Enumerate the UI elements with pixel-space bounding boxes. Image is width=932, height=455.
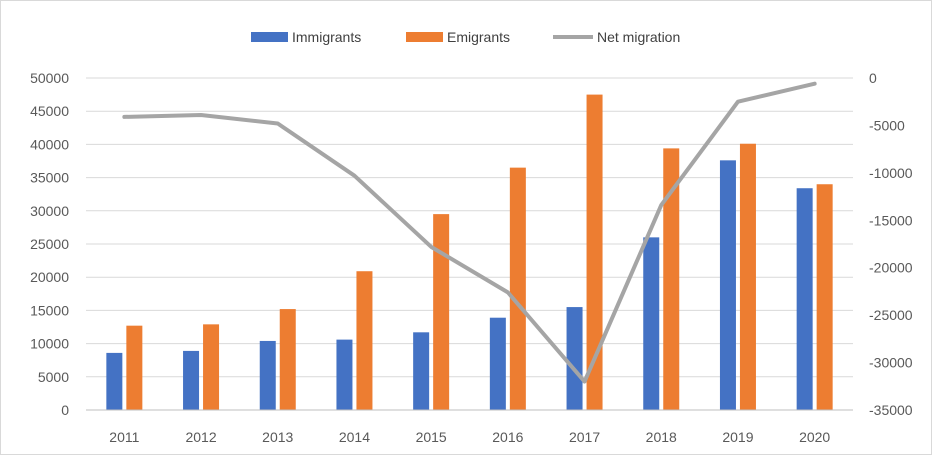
y-left-tick-label: 5000 [38, 369, 69, 385]
line-point [430, 246, 432, 248]
legend-label: Net migration [597, 29, 680, 45]
bar-immigrants [259, 340, 276, 410]
bar-immigrants [796, 188, 813, 410]
gridlines [86, 77, 853, 411]
line-point [200, 114, 202, 116]
y-left-tick-label: 20000 [30, 269, 69, 285]
x-tick-label: 2016 [492, 429, 523, 445]
y-right-tick-label: -35000 [869, 402, 913, 418]
y-right-tick-label: -25000 [869, 307, 913, 323]
y-left-tick-label: 25000 [30, 236, 69, 252]
x-tick-label: 2012 [185, 429, 216, 445]
y-right-tick-label: -20000 [869, 260, 913, 276]
y-left-tick-label: 35000 [30, 170, 69, 186]
x-tick-label: 2020 [799, 429, 830, 445]
x-tick-label: 2015 [416, 429, 447, 445]
y-left-tick-label: 0 [61, 402, 69, 418]
y-left-tick-label: 10000 [30, 336, 69, 352]
y-right-tick-label: -5000 [869, 117, 905, 133]
x-tick-label: 2017 [569, 429, 600, 445]
line-point [277, 123, 279, 125]
bar-immigrants [336, 339, 353, 410]
bar-emigrants [816, 184, 833, 410]
y-right-tick-label: 0 [869, 70, 877, 86]
line-point [507, 291, 509, 293]
bar-immigrants [643, 237, 660, 410]
legend-label: Immigrants [292, 29, 361, 45]
net-migration-line-group [122, 81, 817, 384]
line-point [123, 116, 125, 118]
legend: Immigrants Emigrants Net migration [251, 29, 680, 45]
line-point [660, 204, 662, 206]
bar-immigrants [489, 317, 506, 410]
legend-key-immigrants [251, 32, 288, 42]
line-point [814, 83, 816, 85]
x-tick-label: 2011 [109, 429, 139, 445]
y-left-tick-label: 30000 [30, 203, 69, 219]
legend-label: Emigrants [447, 29, 510, 45]
bars [106, 94, 833, 410]
x-tick-label: 2019 [722, 429, 753, 445]
bar-emigrants [279, 309, 296, 410]
bar-emigrants [433, 214, 450, 410]
y-left-tick-label: 50000 [30, 70, 69, 86]
bar-emigrants [663, 148, 680, 410]
y-left-tick-label: 15000 [30, 302, 69, 318]
y-right-tick-label: -10000 [869, 165, 913, 181]
y-right-tick-label: -30000 [869, 355, 913, 371]
line-net-migration [122, 81, 817, 384]
bar-emigrants [739, 143, 756, 410]
bar-emigrants [203, 324, 220, 410]
bar-immigrants [413, 332, 430, 410]
line-point [584, 381, 586, 383]
y-left-tick-label: 45000 [30, 103, 69, 119]
y-left-tick-label: 40000 [30, 136, 69, 152]
bar-emigrants [356, 271, 373, 410]
y-right-tick-label: -15000 [869, 212, 913, 228]
line-point [737, 101, 739, 103]
line-point [353, 175, 355, 177]
bar-immigrants [719, 160, 736, 410]
bar-emigrants [509, 167, 526, 410]
bar-emigrants [586, 94, 603, 410]
axes: 0 5000 10000 15000 20000 25000 30000 35000 40000… [30, 70, 913, 445]
legend-key-emigrants [406, 32, 443, 42]
x-tick-label: 2018 [646, 429, 677, 445]
x-tick-label: 2014 [339, 429, 370, 445]
x-tick-label: 2013 [262, 429, 293, 445]
bar-immigrants [566, 307, 583, 410]
bar-immigrants [106, 352, 123, 410]
bar-immigrants [183, 350, 200, 410]
bar-emigrants [126, 325, 143, 410]
